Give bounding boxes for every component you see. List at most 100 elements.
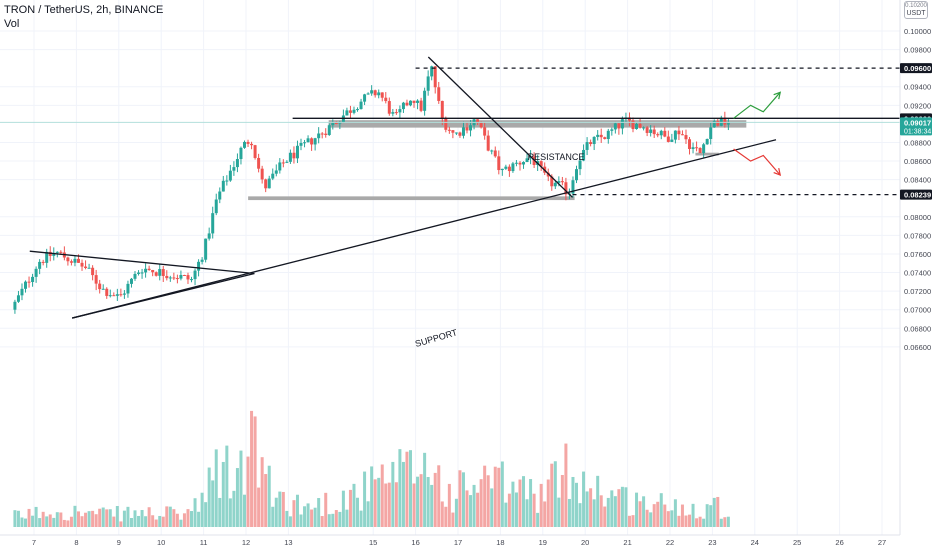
volume-bar — [529, 479, 533, 527]
volume-bar — [182, 513, 186, 527]
symbol-title: TRON / TetherUS, 2h, BINANCE — [4, 4, 164, 16]
volume-indicator-label[interactable]: Vol — [4, 18, 20, 30]
candle-body — [401, 102, 405, 110]
volume-bar — [670, 510, 674, 527]
candle-body — [666, 136, 670, 142]
time-tick-label: 7 — [32, 538, 36, 547]
volume-bar — [426, 477, 430, 527]
candle-body — [242, 141, 246, 148]
volume-bar — [423, 452, 427, 527]
volume-bar — [334, 510, 338, 527]
volume-bar — [589, 488, 593, 527]
volume-bar — [469, 495, 473, 527]
candle-body — [585, 142, 589, 150]
volume-bar — [684, 515, 688, 527]
volume-bar — [401, 461, 405, 527]
candle-body — [214, 199, 218, 214]
candle-body — [299, 142, 303, 146]
trendline-descending — [427, 56, 573, 198]
candle-body — [416, 100, 420, 103]
volume-bar — [705, 504, 709, 527]
volume-bar — [303, 506, 307, 527]
volume-bar — [108, 509, 112, 527]
price-badge — [900, 63, 932, 74]
candle-body — [165, 275, 169, 279]
candle-body — [709, 127, 713, 139]
volume-bar — [373, 479, 377, 527]
candle-body — [306, 138, 310, 143]
time-tick-label: 24 — [751, 538, 759, 547]
candle-body — [366, 93, 370, 95]
candle-body — [695, 147, 699, 149]
candle-body — [257, 157, 261, 169]
candle-body — [274, 170, 278, 174]
volume-bar — [16, 510, 20, 527]
volume-bar — [596, 475, 600, 527]
candle-body — [596, 134, 600, 137]
candle-body — [702, 144, 706, 154]
volume-bar — [105, 509, 109, 527]
candle-body — [610, 129, 614, 131]
candle-body — [522, 162, 526, 165]
candle-body — [197, 261, 201, 271]
volume-bar — [363, 471, 367, 527]
volume-bar — [175, 513, 179, 527]
candle-body — [514, 162, 518, 164]
volume-bar — [659, 493, 663, 527]
volume-bar — [98, 508, 102, 527]
candle-body — [225, 180, 229, 182]
candle-body — [278, 162, 282, 171]
volume-bar — [246, 456, 250, 527]
candle-body — [267, 178, 271, 189]
time-tick-label: 19 — [539, 538, 547, 547]
candle-body — [391, 112, 395, 114]
price-tick-label: 0.08000 — [904, 213, 931, 222]
candle-body — [140, 272, 144, 274]
volume-bar — [218, 497, 222, 527]
volume-bar — [543, 501, 547, 527]
time-tick-label: 15 — [369, 538, 377, 547]
candle-body — [437, 87, 441, 101]
volume-bar — [656, 501, 660, 527]
candle-body — [656, 134, 660, 136]
volume-bar — [324, 492, 328, 527]
volume-bar — [394, 482, 398, 527]
volume-bar — [419, 474, 423, 527]
volume-bar — [331, 513, 335, 527]
volume-bar — [186, 509, 190, 527]
candle-body — [408, 100, 412, 106]
candle-body — [24, 281, 28, 289]
candle-body — [582, 149, 586, 161]
volume-bar — [20, 517, 24, 527]
candle-body — [161, 269, 165, 276]
volume-bar — [154, 519, 158, 527]
candle-body — [41, 261, 45, 263]
candle-body — [303, 142, 307, 144]
candle-body — [45, 251, 49, 263]
time-tick-label: 9 — [117, 538, 121, 547]
currency-top-price: 0.10200 — [905, 3, 927, 9]
volume-bar — [585, 491, 589, 527]
candle-body — [112, 295, 116, 297]
candle-body — [119, 294, 123, 296]
candle-body — [546, 172, 550, 177]
candle-body — [101, 288, 105, 290]
candle-body — [126, 283, 130, 294]
candle-body — [172, 277, 176, 279]
volume-bar — [161, 516, 165, 527]
volume-bar — [479, 479, 483, 527]
countdown-label: 01:38:34 — [904, 128, 931, 135]
candle-body — [398, 109, 402, 113]
volume-bar — [133, 510, 137, 527]
candle-body — [253, 145, 257, 158]
volume-bar — [214, 449, 218, 527]
currency-button[interactable]: 0.10200 USDT — [904, 1, 928, 19]
volume-bar — [560, 474, 564, 527]
volume-bar — [599, 495, 603, 527]
volume-bar — [348, 489, 352, 527]
candle-body — [504, 166, 508, 169]
candle-body — [341, 115, 345, 123]
candle-body — [87, 267, 91, 269]
